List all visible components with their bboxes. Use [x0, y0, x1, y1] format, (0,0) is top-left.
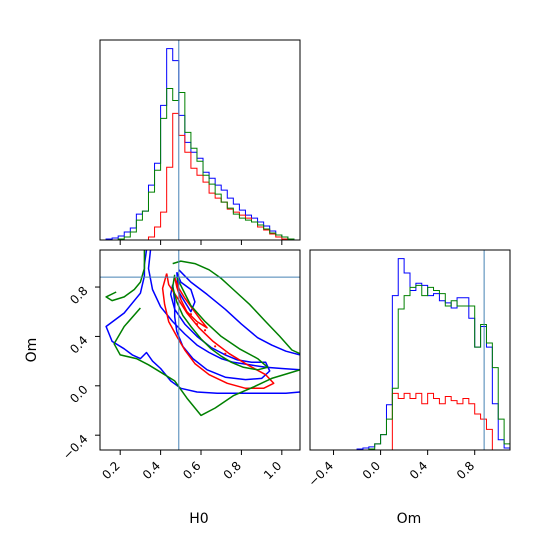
contour-line-series-1 [161, 273, 275, 390]
hist-h0-series-0 [100, 48, 300, 240]
sample-dot-series-1 [189, 313, 193, 316]
contour-line-series-0 [178, 269, 300, 356]
contour-ytick-label: 0.0 [67, 382, 90, 405]
hist-om-ticks: −0.4 0.0 0.4 0.8 [306, 450, 477, 490]
hist-om-xtick-label: 0.8 [454, 459, 477, 482]
contour-line-series-1 [173, 276, 208, 329]
contour-xtick-label: 1.0 [261, 459, 284, 482]
hist-h0-ticks [119, 240, 283, 245]
hist-om-xtick-label: 0.0 [360, 459, 383, 482]
x-axis-label-om: Om [397, 511, 422, 527]
contour-line-series-0 [176, 271, 196, 313]
contour-xtick-label: 0.6 [180, 459, 203, 482]
sample-dot-series-1 [214, 345, 217, 348]
hist-om-series-group [310, 258, 510, 450]
contour-series-group [105, 250, 300, 417]
sample-dot-series-1 [195, 322, 199, 326]
contour-y-ticks: −0.4 0.0 0.4 0.8 [60, 284, 100, 463]
hist-om-xtick-label: 0.4 [407, 459, 430, 482]
sample-dot-series-1 [224, 352, 227, 355]
contour-ytick-label: 0.4 [67, 333, 90, 356]
contour-xtick-label: 0.8 [221, 459, 244, 482]
contour-line-series-0 [105, 250, 300, 394]
contour-panel: 0.2 0.4 0.6 0.8 1.0 −0.4 0.0 0.4 0.8 H0 Om [24, 249, 301, 527]
hist-om-series-1 [310, 392, 510, 450]
sample-dot-series-1 [203, 329, 207, 332]
x-axis-label-h0: H0 [189, 511, 208, 527]
contour-line-series-2 [171, 274, 269, 371]
contour-x-ticks: 0.2 0.4 0.6 0.8 1.0 [99, 450, 284, 482]
hist-h0-series-group [100, 48, 300, 240]
hist-h0-series-2 [100, 87, 300, 240]
contour-xtick-label: 0.2 [99, 459, 122, 482]
contour-frame [99, 249, 301, 451]
hist-om-frame [309, 249, 511, 451]
hist-om-panel: −0.4 0.0 0.4 0.8 Om [306, 249, 511, 527]
y-axis-label-om: Om [24, 338, 40, 363]
contour-line-series-2 [105, 250, 146, 302]
contour-ytick-label: −0.4 [60, 432, 91, 463]
contour-line-series-0 [147, 250, 300, 371]
contour-ytick-label: 0.8 [67, 284, 90, 307]
hist-h0-frame [99, 39, 301, 241]
contour-line-series-2 [113, 307, 300, 417]
contour-xtick-label: 0.4 [140, 459, 163, 482]
hist-h0-panel [99, 39, 301, 245]
hist-h0-series-1 [100, 112, 300, 240]
hist-om-xtick-label: −0.4 [306, 459, 337, 490]
hist-om-series-2 [310, 284, 510, 450]
contour-line-series-2 [172, 260, 300, 355]
